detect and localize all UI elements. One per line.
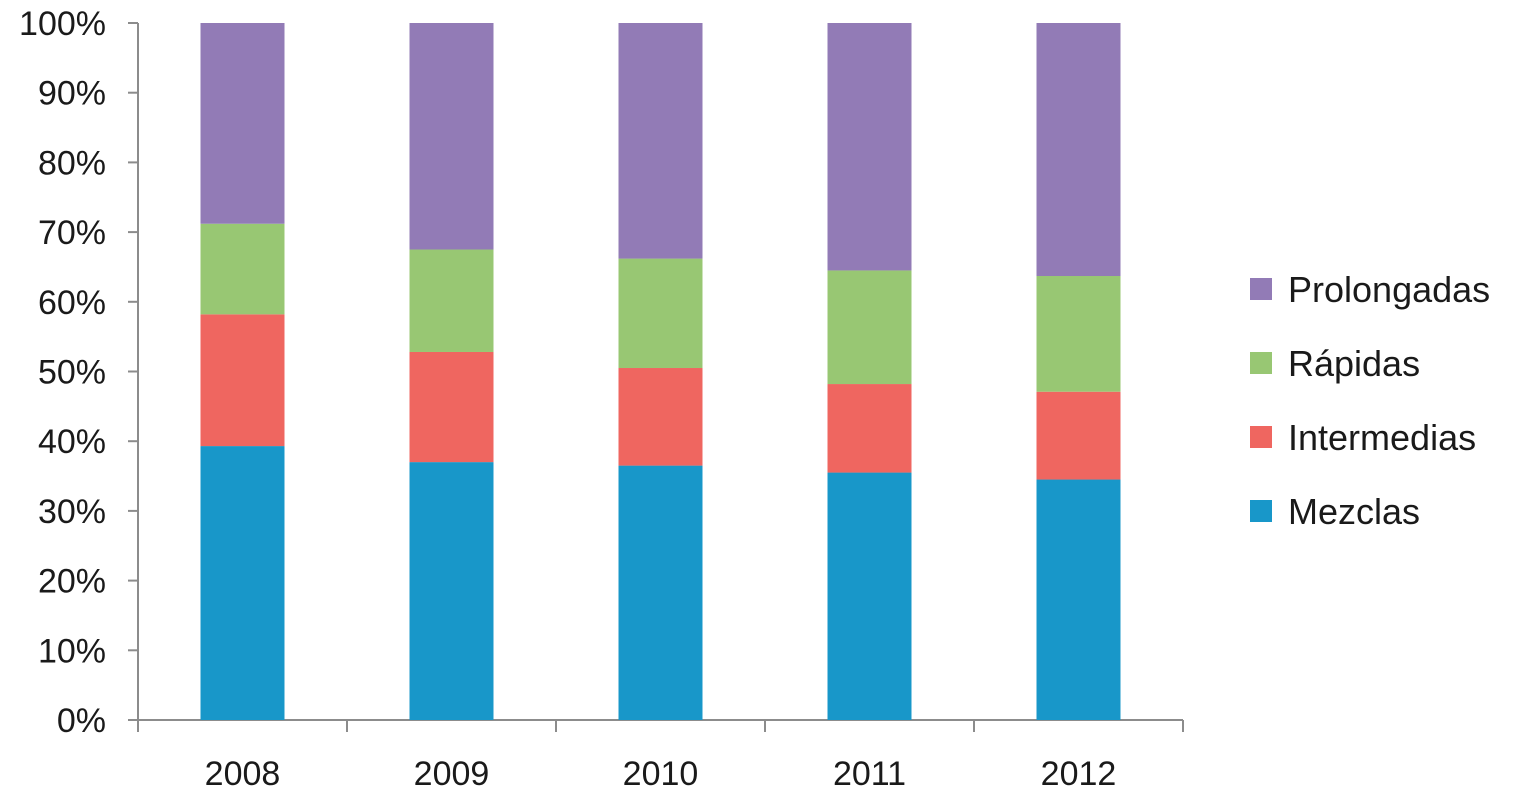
- legend-label: Mezclas: [1288, 491, 1420, 532]
- bar-segment-intermedias-2008: [200, 314, 285, 447]
- x-tick-label: 2009: [414, 755, 490, 793]
- bar-segment-intermedias-2011: [827, 384, 912, 473]
- y-tick-label: 10%: [38, 632, 106, 670]
- legend-swatch: [1250, 278, 1272, 300]
- y-tick-label: 80%: [38, 144, 106, 182]
- bar-segment-mezclas-2012: [1036, 479, 1121, 720]
- bar-segment-mezclas-2011: [827, 472, 912, 720]
- bar-segment-intermedias-2012: [1036, 391, 1121, 480]
- legend-label: Prolongadas: [1288, 269, 1490, 310]
- bar-segment-intermedias-2009: [409, 351, 494, 463]
- bar-segment-mezclas-2009: [409, 462, 494, 720]
- legend: Prolongadas Rápidas Intermedias Mezclas: [1250, 269, 1490, 532]
- y-tick-label: 50%: [38, 354, 106, 392]
- x-tick-label: 2010: [623, 755, 699, 793]
- bar-segment-prolongadas-2011: [827, 23, 912, 271]
- bar-segment-intermedias-2010: [618, 368, 703, 466]
- bar-segment-prolongadas-2008: [200, 23, 285, 224]
- y-tick-label: 30%: [38, 493, 106, 531]
- y-tick-label: 100%: [19, 5, 106, 43]
- bar-segment-r-pidas-2008: [200, 223, 285, 315]
- bar-segment-prolongadas-2012: [1036, 23, 1121, 277]
- bar-segment-prolongadas-2010: [618, 23, 703, 259]
- y-tick-label: 20%: [38, 563, 106, 601]
- bar-segment-r-pidas-2010: [618, 258, 703, 369]
- legend-label: Intermedias: [1288, 417, 1476, 458]
- legend-swatch: [1250, 500, 1272, 522]
- y-tick-label: 90%: [38, 75, 106, 113]
- bar-segment-r-pidas-2009: [409, 249, 494, 352]
- y-tick-label: 0%: [57, 702, 106, 740]
- x-axis: 2008 2009 2010 2011 2012: [137, 719, 1184, 793]
- bar-segment-mezclas-2008: [200, 446, 285, 720]
- bars: [200, 23, 1121, 720]
- legend-label: Rápidas: [1288, 343, 1420, 384]
- bar-segment-prolongadas-2009: [409, 23, 494, 250]
- y-tick-label: 40%: [38, 423, 106, 461]
- legend-swatch: [1250, 352, 1272, 374]
- x-tick-label: 2008: [205, 755, 281, 793]
- y-tick-label: 70%: [38, 214, 106, 252]
- bar-segment-r-pidas-2011: [827, 270, 912, 385]
- y-tick-label: 60%: [38, 284, 106, 322]
- x-tick-label: 2011: [833, 755, 906, 793]
- x-tick-label: 2012: [1041, 755, 1117, 793]
- legend-swatch: [1250, 426, 1272, 448]
- y-axis: 0% 10% 20% 30% 40% 50% 60% 70% 80% 90% 100%: [19, 5, 139, 740]
- bar-segment-mezclas-2010: [618, 465, 703, 720]
- bar-segment-r-pidas-2012: [1036, 276, 1121, 392]
